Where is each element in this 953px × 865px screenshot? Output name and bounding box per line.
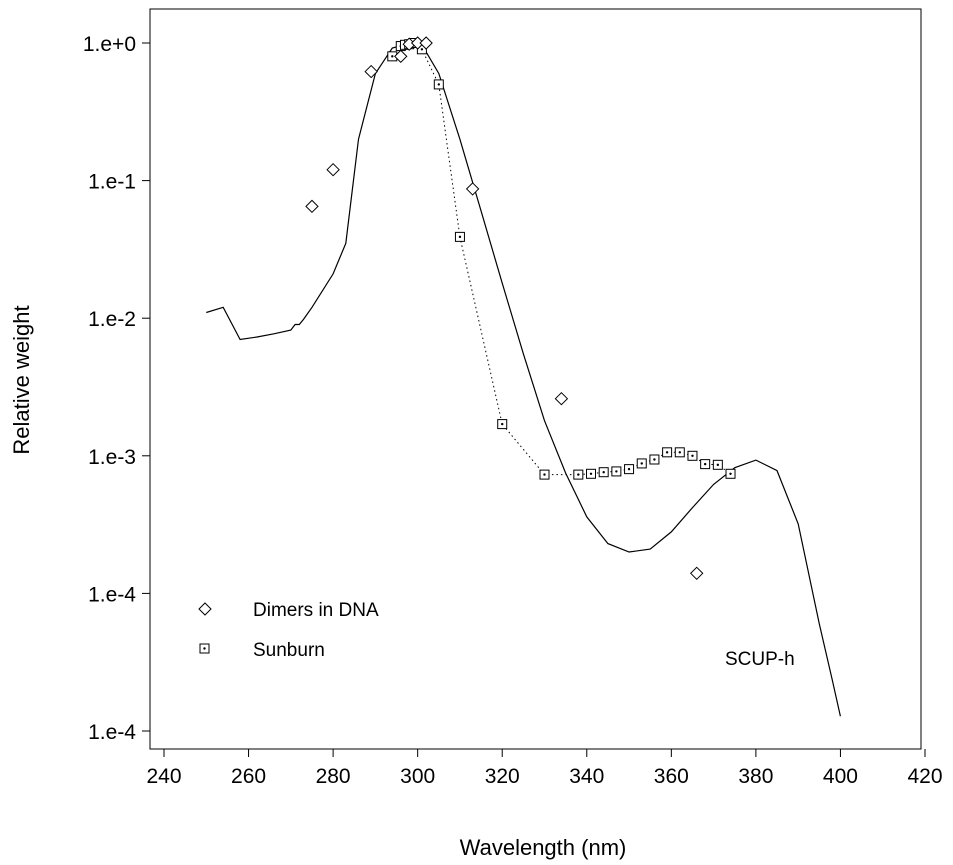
data-point-sunburn-center bbox=[678, 451, 681, 454]
data-point-sunburn-center bbox=[716, 463, 720, 467]
annotation-scup-h: SCUP-h bbox=[725, 649, 795, 670]
legend-item-sunburn: Sunburn bbox=[199, 640, 325, 661]
data-point-sunburn-center bbox=[543, 473, 546, 476]
data-point-sunburn-center bbox=[640, 462, 643, 465]
y-tick-label: 1.e+0 bbox=[83, 33, 136, 56]
data-point-sunburn-center bbox=[703, 462, 707, 466]
legend-square-dot-center bbox=[203, 647, 206, 650]
x-tick-label: 240 bbox=[146, 765, 181, 788]
data-point-dimers bbox=[394, 49, 408, 64]
x-tick-label: 260 bbox=[231, 765, 266, 788]
data-point-sunburn-center bbox=[391, 55, 394, 58]
data-point-dimers bbox=[326, 162, 340, 177]
legend-label-dimers: Dimers in DNA bbox=[253, 600, 379, 621]
data-point-sunburn-center bbox=[653, 458, 656, 461]
data-point-dimers bbox=[554, 391, 569, 406]
data-point-sunburn-center bbox=[577, 473, 580, 476]
data-point-sunburn-center bbox=[615, 470, 618, 473]
data-point-sunburn-center bbox=[589, 472, 593, 475]
series-line-sunburn bbox=[391, 42, 731, 476]
data-point-sunburn-center bbox=[458, 235, 462, 239]
y-axis: 1.e+0 1.e-1 1.e-2 1.e-3 1.e-4 1.e-4 bbox=[83, 33, 150, 744]
data-point-dimers bbox=[689, 566, 704, 581]
y-tick-label: 1.e-4 bbox=[88, 721, 136, 744]
plot-frame bbox=[149, 8, 922, 750]
data-point-dimers bbox=[419, 36, 433, 50]
y-tick-label: 1.e-1 bbox=[88, 171, 136, 194]
data-point-dimers bbox=[364, 64, 378, 79]
series-layer bbox=[206, 36, 841, 717]
data-point-sunburn-center bbox=[420, 48, 424, 51]
data-point-sunburn-center bbox=[691, 454, 694, 457]
y-tick-label: 1.e-2 bbox=[88, 308, 136, 331]
data-point-sunburn-center bbox=[665, 451, 669, 454]
data-point-sunburn-center bbox=[627, 467, 631, 471]
x-axis-title: Wavelength (nm) bbox=[460, 835, 627, 860]
x-tick-label: 320 bbox=[485, 765, 520, 788]
x-tick-label: 380 bbox=[738, 765, 773, 788]
x-tick-label: 400 bbox=[823, 765, 858, 788]
x-tick-label: 340 bbox=[569, 765, 604, 788]
x-tick-label: 280 bbox=[316, 765, 351, 788]
data-point-sunburn-center bbox=[501, 422, 504, 426]
data-point-sunburn-center bbox=[437, 83, 441, 86]
y-tick-label: 1.e-4 bbox=[88, 583, 136, 606]
data-point-dimers bbox=[305, 199, 319, 214]
y-axis-title: Relative weight bbox=[9, 305, 34, 454]
data-point-dimers bbox=[465, 182, 480, 196]
x-axis: 240 260 280 300 320 340 360 380 400 420 bbox=[146, 749, 943, 788]
x-tick-label: 360 bbox=[654, 765, 689, 788]
data-point-sunburn-center bbox=[729, 472, 732, 475]
x-tick-label: 300 bbox=[400, 765, 435, 788]
y-tick-label: 1.e-3 bbox=[88, 446, 136, 469]
legend: Dimers in DNA Sunburn bbox=[198, 600, 379, 661]
legend-item-dimers: Dimers in DNA bbox=[198, 600, 379, 621]
legend-label-sunburn: Sunburn bbox=[253, 640, 325, 661]
legend-diamond-icon bbox=[198, 602, 212, 616]
x-tick-label: 420 bbox=[907, 765, 942, 788]
data-point-sunburn-center bbox=[602, 471, 605, 474]
